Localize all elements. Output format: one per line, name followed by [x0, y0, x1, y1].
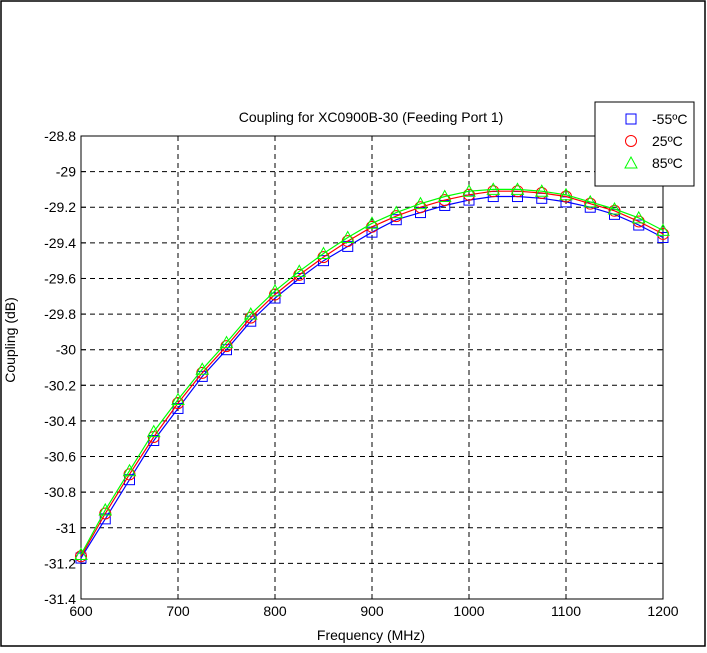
data-point-triangle — [583, 194, 598, 208]
y-tick-label: -29.4 — [44, 235, 76, 251]
data-point-square — [657, 232, 669, 244]
legend-label: 25ºC — [652, 133, 683, 149]
data-point-triangle — [534, 184, 549, 197]
data-point-triangle — [219, 335, 234, 349]
data-point-circle — [511, 185, 524, 198]
series-line — [80, 188, 664, 555]
data-point-triangle — [195, 362, 210, 375]
data-point-triangle — [437, 189, 452, 203]
x-tick-label: 1100 — [551, 603, 581, 619]
data-point-triangle — [462, 184, 476, 197]
x-tick-label: 600 — [69, 603, 93, 619]
x-tick-label: 1200 — [647, 603, 678, 619]
data-point-circle — [625, 135, 637, 147]
x-tick-label: 900 — [360, 603, 384, 619]
x-axis-label: Frequency (MHz) — [317, 627, 425, 643]
data-point-square — [221, 344, 232, 356]
x-tick-label: 800 — [263, 603, 287, 619]
legend-entry: 85ºC — [624, 155, 683, 171]
series-triangle — [74, 182, 670, 560]
data-point-triangle — [365, 216, 379, 229]
data-point-triangle — [316, 246, 331, 260]
data-point-triangle — [340, 230, 355, 244]
data-point-triangle — [98, 502, 113, 516]
x-tick-label: 1000 — [453, 603, 484, 619]
data-point-triangle — [486, 182, 501, 195]
y-tick-label: -31 — [56, 520, 76, 536]
legend-entry: 25ºC — [625, 133, 683, 149]
y-tick-label: -30.2 — [44, 377, 76, 393]
axis-ticks: 600 700 800 900 1000 1100 1200 -28.8 -29 -29.2 -29… — [44, 128, 679, 619]
data-point-triangle — [624, 155, 638, 169]
series-line — [80, 190, 664, 557]
y-tick-label: -31.2 — [44, 555, 76, 571]
series-group — [74, 182, 670, 564]
y-tick-label: -30.8 — [44, 484, 76, 500]
chart-title: Coupling for XC0900B-30 (Feeding Port 1) — [239, 109, 504, 125]
y-tick-label: -30.6 — [44, 449, 76, 465]
legend-label: 85ºC — [652, 155, 683, 171]
data-point-square — [245, 315, 257, 327]
data-point-circle — [487, 185, 500, 198]
y-axis-label: Coupling (dB) — [2, 297, 18, 383]
legend-label: -55ºC — [652, 111, 687, 127]
data-point-circle — [75, 550, 87, 563]
legend-entry: -55ºC — [625, 111, 687, 127]
data-point-triangle — [243, 307, 258, 320]
data-point-triangle — [656, 223, 670, 236]
y-tick-label: -29 — [56, 164, 76, 180]
data-point-square — [390, 214, 402, 226]
y-tick-label: -30 — [56, 342, 76, 358]
data-point-triangle — [559, 187, 573, 201]
y-tick-label: -29.2 — [44, 199, 76, 215]
data-point-square — [625, 113, 637, 125]
y-tick-label: -31.4 — [44, 591, 76, 607]
data-point-triangle — [607, 201, 622, 215]
data-point-triangle — [631, 210, 646, 224]
grid — [81, 136, 663, 599]
data-point-triangle — [413, 196, 428, 210]
legend: -55ºC 25ºC 85ºC — [594, 101, 695, 187]
data-point-square — [269, 292, 281, 304]
data-point-triangle — [292, 264, 307, 277]
data-point-triangle — [171, 392, 185, 406]
data-point-square — [633, 219, 645, 231]
y-tick-label: -29.8 — [44, 306, 76, 322]
legend-box — [594, 101, 695, 187]
data-point-triangle — [74, 547, 88, 560]
x-tick-label: 700 — [166, 603, 190, 619]
y-tick-label: -30.4 — [44, 413, 76, 429]
data-point-triangle — [122, 463, 137, 477]
data-point-triangle — [268, 283, 282, 297]
y-tick-label: -28.8 — [44, 128, 76, 144]
data-point-triangle — [389, 205, 404, 219]
data-point-circle — [535, 186, 548, 199]
y-tick-label: -29.6 — [44, 270, 76, 286]
data-point-triangle — [510, 182, 525, 195]
data-point-triangle — [146, 424, 161, 438]
